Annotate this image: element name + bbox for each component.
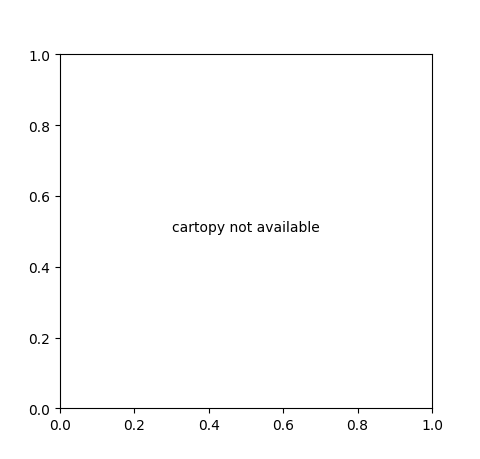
Text: cartopy not available: cartopy not available — [172, 221, 320, 235]
